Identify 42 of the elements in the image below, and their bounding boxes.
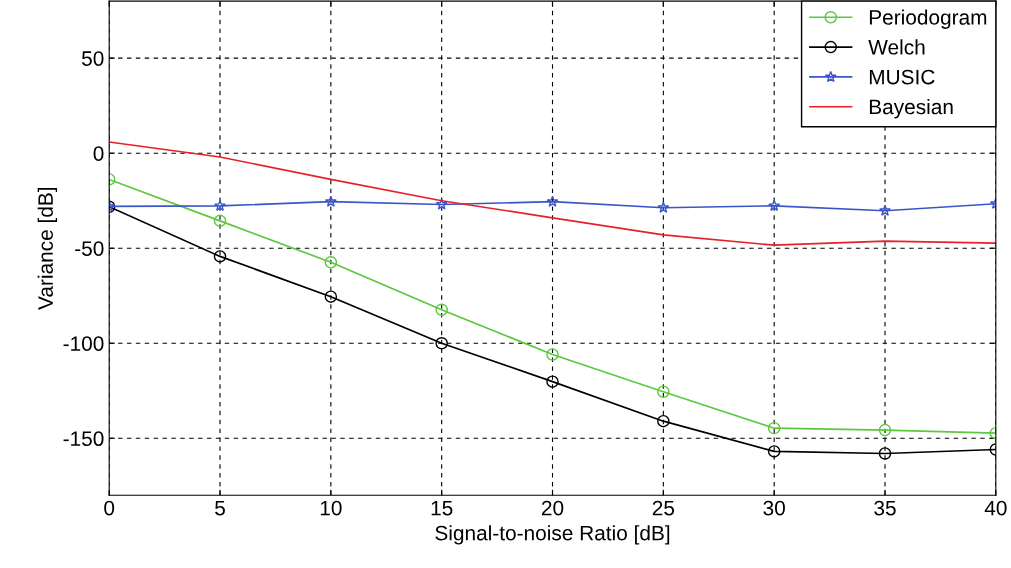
legend-label: Periodogram xyxy=(869,9,987,29)
x-tick-label: 5 xyxy=(215,500,225,516)
point xyxy=(768,199,781,212)
point xyxy=(213,250,227,263)
point xyxy=(657,385,670,398)
point xyxy=(879,204,891,216)
x-tick-label: 40 xyxy=(984,500,1007,516)
x-tick-label: 35 xyxy=(874,500,896,516)
y-tick-label: 50 xyxy=(81,51,104,66)
point xyxy=(546,375,559,388)
point xyxy=(214,199,226,212)
point xyxy=(324,256,338,269)
x-tick-label: 0 xyxy=(104,500,115,516)
point xyxy=(546,195,559,207)
y-tick-label: -50 xyxy=(75,241,104,256)
point xyxy=(878,423,892,437)
x-axis-title: Signal-to-noise Ratio [dB] xyxy=(435,525,670,545)
point xyxy=(767,421,781,435)
x-tick-label: 20 xyxy=(541,500,564,516)
y-axis-title: Variance [dB] xyxy=(37,187,58,310)
point xyxy=(213,214,227,228)
line-series xyxy=(109,141,996,247)
point xyxy=(324,290,338,303)
point xyxy=(657,201,670,213)
x-tick-label: 30 xyxy=(763,500,785,516)
x-tick-label: 10 xyxy=(320,500,342,516)
x-tick-label: 15 xyxy=(431,500,453,516)
point xyxy=(435,336,448,350)
x-tick-label: 25 xyxy=(652,500,675,516)
y-tick-label: -150 xyxy=(63,431,104,447)
point xyxy=(435,198,448,210)
legend-label: MUSIC xyxy=(869,69,935,85)
legend-label: Bayesian xyxy=(869,98,953,119)
point xyxy=(435,303,448,317)
point xyxy=(657,414,670,428)
y-tick-label: 0 xyxy=(93,146,104,161)
y-tick-label: -100 xyxy=(63,336,104,351)
legend-label: Welch xyxy=(868,39,925,55)
point xyxy=(878,447,892,460)
point xyxy=(324,195,337,207)
point xyxy=(767,445,781,458)
point xyxy=(546,348,559,361)
